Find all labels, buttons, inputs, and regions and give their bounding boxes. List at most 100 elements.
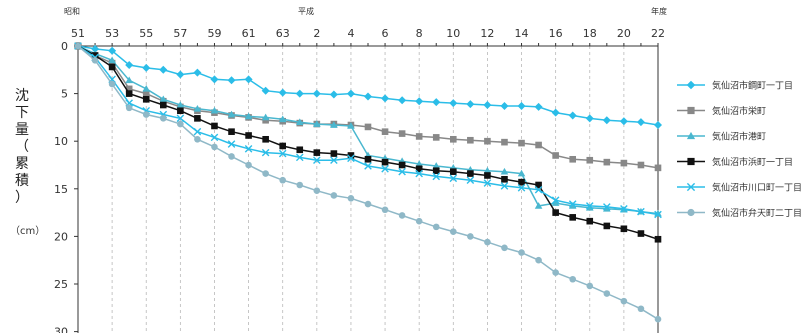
data-point (398, 96, 407, 105)
data-point (228, 153, 235, 160)
data-point (177, 120, 184, 128)
data-point (245, 132, 252, 139)
y-axis-unit: （cm） (10, 225, 45, 237)
data-point (74, 42, 82, 50)
data-point (313, 120, 321, 127)
data-point (159, 115, 167, 122)
data-point (483, 101, 492, 110)
data-point (91, 44, 100, 53)
y-tick-labels: 0 5 10 15 20 25 30 (54, 40, 68, 333)
data-point (603, 290, 611, 297)
gridlines (77, 46, 659, 333)
data-point (415, 165, 423, 173)
series-line (77, 45, 659, 241)
data-point (569, 155, 577, 163)
legend-marker (687, 208, 695, 217)
data-point (262, 170, 269, 177)
legend-item: 気仙沼市港町 (677, 131, 766, 143)
data-point (432, 223, 440, 231)
data-point (176, 101, 185, 108)
data-point (142, 96, 150, 103)
data-point (313, 149, 321, 156)
data-point (603, 203, 611, 211)
y-axis-title-char: 下 (15, 105, 29, 121)
data-point (210, 133, 219, 142)
data-point (347, 195, 355, 202)
data-point (211, 143, 218, 151)
data-point (227, 110, 236, 118)
era-label-showa: 昭和 (64, 7, 80, 16)
data-point (347, 152, 355, 159)
data-point (467, 136, 474, 144)
data-point (381, 165, 389, 173)
data-point (432, 98, 441, 107)
data-point (534, 202, 543, 209)
data-point (637, 207, 645, 216)
data-point (330, 156, 338, 165)
x-tick-label: 14 (515, 27, 529, 40)
data-point (108, 46, 117, 55)
data-point (500, 167, 509, 175)
data-point (484, 137, 491, 145)
y-axis-title-char: 沈 (15, 88, 29, 104)
data-point (159, 101, 167, 109)
legend-label: 気仙沼市浜町一丁目 (712, 156, 793, 168)
data-point (125, 104, 133, 112)
data-point (329, 90, 338, 99)
x-tick-label: 20 (617, 27, 631, 40)
data-point (484, 238, 491, 246)
data-point (654, 210, 662, 219)
data-point (108, 63, 116, 71)
y-tick-label: 25 (54, 278, 68, 291)
data-point (244, 145, 253, 153)
x-tick-label: 2 (313, 27, 320, 40)
data-point (211, 122, 218, 130)
data-point (125, 90, 133, 97)
data-point (586, 282, 594, 290)
legend-label: 気仙沼市川口町一丁目 (712, 182, 802, 194)
data-point (210, 75, 219, 84)
data-point (346, 89, 355, 98)
y-axis-title-char: 累 (15, 156, 29, 172)
data-point (467, 233, 474, 240)
data-point (534, 185, 543, 194)
data-point (501, 244, 508, 252)
data-point (586, 156, 594, 164)
data-point (398, 130, 406, 137)
data-point (398, 167, 406, 176)
data-point (278, 115, 287, 123)
legend-item: 気仙沼市栄町 (677, 105, 766, 117)
data-point (227, 76, 236, 85)
data-point (279, 176, 287, 184)
data-point (227, 140, 236, 148)
y-axis-title: 沈下量（累積） (15, 88, 29, 206)
data-point (654, 121, 662, 130)
data-point (620, 159, 628, 167)
x-tick-label: 57 (173, 27, 187, 40)
data-point (568, 111, 577, 120)
x-tick-label: 55 (139, 27, 153, 40)
data-point (364, 200, 372, 208)
data-point (585, 204, 594, 211)
data-point (313, 156, 321, 165)
legend-label: 気仙沼市港町 (712, 131, 766, 143)
era-label-year: 年度 (651, 6, 667, 16)
data-point (620, 297, 628, 305)
series-5 (74, 42, 662, 219)
data-point (500, 182, 509, 190)
data-point (449, 99, 458, 108)
data-point (415, 133, 423, 140)
legend-marker (686, 182, 696, 192)
x-tick-label: 16 (549, 27, 563, 40)
data-point (398, 161, 406, 169)
data-point (501, 175, 508, 183)
data-point (415, 97, 424, 106)
data-point (261, 113, 270, 121)
data-point (244, 112, 253, 120)
data-point (483, 179, 492, 187)
data-point (261, 148, 270, 157)
x-tick-label: 53 (105, 27, 119, 40)
data-point (262, 116, 269, 124)
data-point (142, 90, 150, 97)
data-point (552, 269, 559, 276)
